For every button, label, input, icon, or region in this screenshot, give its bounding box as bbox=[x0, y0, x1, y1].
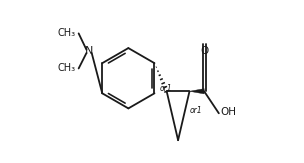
Text: CH₃: CH₃ bbox=[57, 28, 75, 38]
Text: or1: or1 bbox=[189, 106, 202, 115]
Text: N: N bbox=[85, 46, 93, 56]
Polygon shape bbox=[189, 89, 204, 94]
Text: O: O bbox=[200, 46, 208, 56]
Text: CH₃: CH₃ bbox=[57, 63, 75, 74]
Text: or1: or1 bbox=[160, 84, 172, 93]
Text: OH: OH bbox=[221, 107, 237, 118]
